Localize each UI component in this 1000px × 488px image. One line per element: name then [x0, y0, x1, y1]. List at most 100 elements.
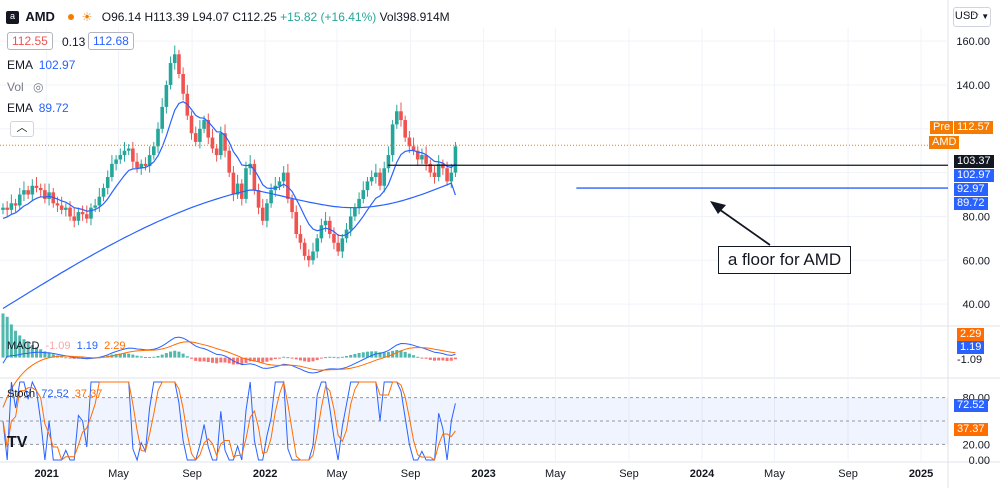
x-tick-label: 2021	[34, 468, 58, 480]
macd-histogram-bar	[378, 352, 382, 358]
macd-histogram-bar	[307, 357, 311, 362]
macd-histogram-bar	[72, 357, 76, 359]
candle-body	[93, 205, 97, 208]
ema-fast-price-tag: 102.97	[954, 169, 994, 182]
candle-body	[181, 74, 185, 94]
macd-histogram-bar	[286, 357, 290, 359]
macd-histogram-bar	[303, 357, 307, 362]
x-tick-label: 2023	[471, 468, 495, 480]
candle-body	[407, 137, 412, 147]
candle-body	[101, 187, 106, 197]
candle-body	[269, 190, 273, 204]
candle-body	[17, 194, 22, 206]
candle-body	[453, 146, 458, 173]
ema-legend-1[interactable]: EMA 102.97	[7, 58, 75, 72]
support-price-tag: 92.97	[954, 183, 988, 196]
y-tick-label: 160.00	[956, 36, 990, 48]
macd-histogram-bar	[449, 357, 453, 361]
x-tick-label: May	[327, 468, 348, 480]
macd-legend[interactable]: MACD -1.09 1.19 2.29	[7, 340, 126, 352]
macd-histogram-bar	[361, 352, 365, 358]
x-tick-label: Sep	[401, 468, 421, 480]
macd-histogram-bar	[152, 356, 156, 358]
collapse-legend-button[interactable]: ︿	[10, 121, 34, 137]
candle-body	[327, 220, 332, 234]
ema-slow-line	[2, 182, 456, 310]
y-tick-label: 140.00	[956, 80, 990, 92]
stoch-legend[interactable]: Stoch 72.52 37.37	[7, 388, 102, 400]
eye-crossed-icon[interactable]: ◎	[33, 80, 44, 94]
candle-body	[55, 203, 60, 206]
more-icon[interactable]: …	[967, 3, 980, 18]
candle-body	[193, 133, 198, 142]
macd-histogram-bar	[315, 357, 319, 361]
macd-histogram-bar	[236, 357, 240, 365]
macd-histogram-bar	[202, 357, 206, 362]
macd-histogram-bar	[9, 324, 13, 358]
y-tick-label: 40.00	[962, 299, 990, 311]
candle-body	[43, 190, 47, 199]
macd-histogram-bar	[311, 357, 315, 362]
x-tick-label: Sep	[619, 468, 639, 480]
candle-body	[235, 183, 240, 195]
macd-histogram-bar	[445, 357, 449, 361]
candle-body	[332, 233, 336, 243]
ask-price-box[interactable]: 112.68	[88, 32, 134, 50]
currency-label: USD	[954, 10, 979, 22]
candle-body	[147, 155, 152, 167]
symbol-name[interactable]: AMD	[25, 9, 55, 24]
macd-histogram-bar	[282, 356, 286, 358]
macd-line	[2, 336, 456, 374]
macd-label: MACD	[7, 340, 40, 352]
macd-histogram-bar	[185, 356, 189, 358]
candle-body	[114, 159, 118, 164]
macd-histogram-bar	[433, 357, 436, 361]
candle-body	[76, 212, 81, 221]
candle-body	[436, 163, 441, 177]
candle-body	[26, 190, 30, 195]
candle-body	[84, 214, 89, 219]
macd-histogram-bar	[353, 353, 357, 358]
macd-histogram-bar	[219, 357, 223, 363]
macd-histogram-bar	[319, 357, 323, 359]
candle-body	[126, 148, 131, 151]
annotation-box[interactable]: a floor for AMD	[718, 246, 851, 274]
x-tick-label: 2025	[909, 468, 933, 480]
macd-histogram-bar	[328, 356, 332, 358]
candle-body	[260, 207, 265, 221]
orange-dot-icon	[68, 14, 75, 21]
ohlc-change: +15.82 (+16.41%)	[280, 10, 377, 24]
macd-histogram-bar	[210, 357, 214, 363]
candle-body	[131, 148, 135, 162]
candle-body	[219, 133, 223, 156]
tradingview-logo[interactable]: TV	[7, 434, 28, 451]
candle-body	[394, 111, 399, 125]
candle-body	[72, 216, 77, 221]
candle-body	[189, 115, 194, 134]
ema-value: 89.72	[38, 101, 69, 115]
macd-histogram-bar	[122, 353, 126, 358]
candle-body	[445, 168, 449, 182]
annotation-arrow	[715, 206, 771, 246]
candle-body	[415, 150, 420, 160]
macd-histogram-bar	[127, 353, 131, 358]
candle-body	[198, 128, 202, 142]
candle-body	[68, 207, 72, 217]
candle-body	[286, 172, 290, 199]
macd-histogram-bar	[403, 351, 407, 358]
stoch-k-value: 72.52	[41, 388, 69, 400]
vol-legend[interactable]: Vol ◎	[7, 80, 44, 94]
bid-price-box[interactable]: 112.55	[7, 32, 53, 50]
macd-hist-value: -1.09	[45, 340, 71, 352]
macd-histogram-bar	[365, 351, 369, 358]
macd-histogram-bar	[340, 356, 344, 358]
vol-label: Vol	[7, 80, 24, 94]
macd-histogram-bar	[68, 357, 72, 359]
macd-histogram-bar	[269, 357, 273, 361]
ema-legend-2[interactable]: EMA 89.72	[7, 101, 69, 115]
macd-histogram-bar	[244, 357, 248, 363]
stoch-d-line	[2, 380, 456, 461]
currency-selector[interactable]: USD ▼	[953, 7, 991, 27]
macd-histogram-bar	[156, 355, 160, 358]
chevron-down-icon: ▼	[981, 12, 990, 21]
